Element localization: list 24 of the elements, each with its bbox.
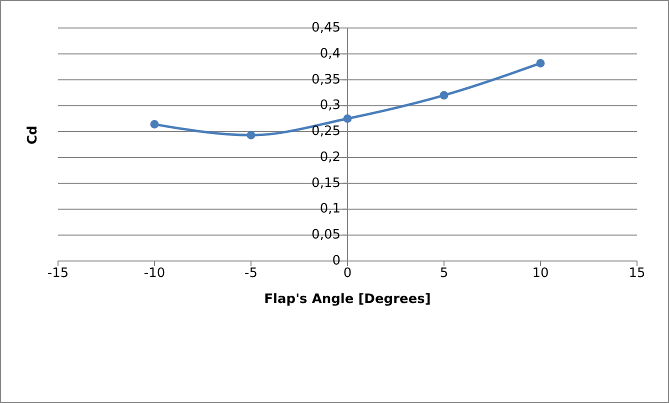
x-tick-label: 10 — [532, 266, 549, 282]
y-tick-label: 0,05 — [312, 228, 340, 243]
point — [246, 130, 256, 140]
x-tick-label: -15 — [47, 266, 69, 282]
x-tick-label: 0 — [343, 266, 352, 282]
x-axis-title: Flap's Angle [Degrees] — [264, 292, 431, 307]
x-tick-label: -10 — [144, 266, 166, 282]
point — [536, 58, 545, 68]
point — [150, 120, 159, 129]
point — [440, 91, 448, 100]
x-tick-label: 5 — [440, 266, 448, 282]
y-tick-label: 0,2 — [320, 150, 340, 165]
point — [343, 114, 352, 123]
y-tick-label: 0,15 — [312, 176, 340, 191]
x-tick-label: 15 — [628, 266, 646, 282]
y-tick-label: 0,3 — [320, 98, 340, 114]
y-axis-title: Cd — [26, 126, 41, 144]
y-tick-label: 0,35 — [312, 72, 340, 88]
y-tick-label: 0,45 — [312, 20, 340, 36]
y-tick-label: 0,1 — [320, 202, 340, 217]
x-tick-label: -5 — [244, 266, 258, 282]
y-tick-label: 0,4 — [320, 46, 340, 62]
y-tick-label: 0,25 — [312, 124, 340, 140]
y-tick-label: 0 — [332, 254, 340, 268]
